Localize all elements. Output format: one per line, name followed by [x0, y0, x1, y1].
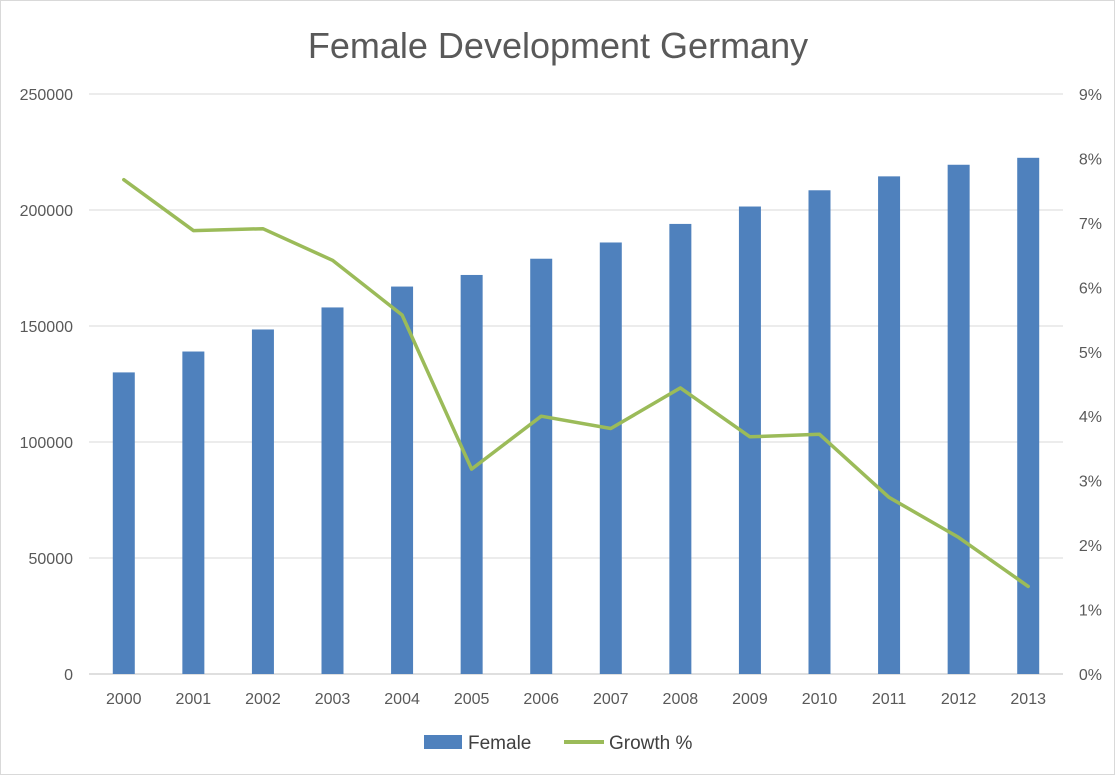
x-tick-label: 2006	[523, 691, 559, 708]
legend-label-female: Female	[468, 733, 531, 754]
bar	[947, 164, 970, 674]
right-tick-label: 1%	[1079, 603, 1102, 620]
right-tick-label: 5%	[1079, 345, 1102, 362]
left-tick-label: 100000	[20, 435, 73, 452]
bar	[669, 223, 692, 675]
left-tick-label: 250000	[20, 87, 73, 104]
left-tick-label: 0	[64, 667, 73, 684]
left-tick-label: 200000	[20, 203, 73, 220]
x-tick-label: 2005	[454, 691, 490, 708]
bar	[530, 258, 553, 674]
right-tick-label: 0%	[1079, 667, 1102, 684]
right-tick-label: 6%	[1079, 280, 1102, 297]
x-tick-label: 2010	[802, 691, 838, 708]
x-tick-label: 2009	[732, 691, 768, 708]
bar	[251, 329, 274, 674]
x-tick-label: 2001	[176, 691, 212, 708]
bar	[808, 190, 831, 674]
x-tick-label: 2007	[593, 691, 629, 708]
gridlines	[89, 93, 1063, 675]
x-tick-label: 2012	[941, 691, 977, 708]
right-axis-ticks: 0% 1% 2% 3% 4% 5% 6% 7% 8% 9%	[1079, 87, 1102, 684]
x-axis-ticks: 2000 2001 2002 2003 2004 2005 2006 2007 2008 2009…	[106, 691, 1046, 708]
left-tick-label: 50000	[29, 551, 74, 568]
x-tick-label: 2000	[106, 691, 142, 708]
bar	[738, 206, 761, 674]
bar	[878, 176, 901, 675]
right-tick-label: 9%	[1079, 87, 1102, 104]
legend-label-growth: Growth %	[609, 733, 693, 754]
right-tick-label: 4%	[1079, 409, 1102, 426]
x-tick-label: 2013	[1010, 691, 1046, 708]
chart-title: Female Development Germany	[308, 25, 808, 66]
legend: Female Growth %	[424, 733, 693, 754]
right-tick-label: 7%	[1079, 216, 1102, 233]
line-series-growth	[122, 177, 1030, 589]
left-tick-label: 150000	[20, 319, 73, 336]
x-tick-label: 2011	[872, 691, 907, 708]
bar	[112, 372, 135, 674]
growth-line	[122, 177, 1030, 589]
legend-swatch-female	[424, 735, 462, 749]
bar	[460, 274, 483, 674]
right-tick-label: 3%	[1079, 474, 1102, 491]
right-tick-label: 2%	[1079, 538, 1102, 555]
bar-series-female	[112, 157, 1040, 675]
x-tick-label: 2008	[663, 691, 699, 708]
x-tick-label: 2004	[384, 691, 420, 708]
bar	[321, 307, 344, 674]
bar	[391, 286, 414, 674]
left-axis-ticks: 0 50000 100000 150000 200000 250000	[20, 87, 73, 684]
bar	[599, 242, 622, 675]
x-tick-label: 2002	[245, 691, 281, 708]
right-tick-label: 8%	[1079, 151, 1102, 168]
bar	[182, 351, 205, 674]
bar	[1017, 157, 1040, 675]
x-tick-label: 2003	[315, 691, 351, 708]
